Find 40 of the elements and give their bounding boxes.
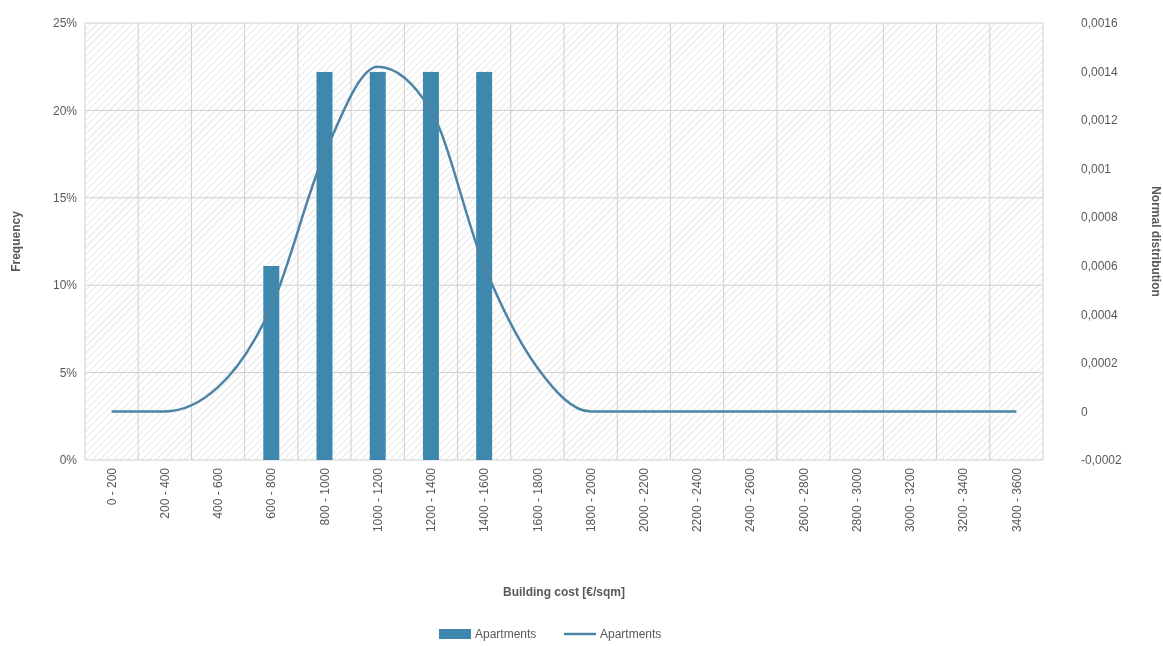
y-tick-label: 20% [52,103,78,118]
y2-axis-title: Normal distribution [1149,186,1163,297]
y2-tick-label: 0 [1081,404,1088,419]
x-tick-label: 3000 - 3200 [903,467,918,533]
x-tick-label: 2800 - 3000 [849,467,864,533]
x-tick-label: 1400 - 1600 [477,467,492,533]
line-series [110,65,1018,413]
legend-label: Apartments [475,627,537,642]
x-tick-label: 3400 - 3600 [1009,467,1024,533]
x-tick-label: 2000 - 2200 [637,467,652,533]
x-tick-label: 3200 - 3400 [956,467,971,533]
y-tick-label: 25% [52,16,78,31]
y2-tick-label: 0,0006 [1081,258,1119,273]
x-axis-title: Building cost [€/sqm] [502,585,626,599]
y2-tick-label: 0,0002 [1081,356,1119,371]
x-tick-label: 400 - 600 [211,467,226,519]
y2-tick-label: -0,0002 [1081,453,1123,468]
x-tick-label: 1200 - 1400 [424,467,439,533]
x-tick-label: 1000 - 1200 [370,467,385,533]
y2-tick-label: 0,0014 [1081,64,1119,79]
x-tick-label: 1800 - 2000 [583,467,598,533]
y2-tick-label: 0,001 [1081,161,1112,176]
x-tick-label: 1600 - 1800 [530,467,545,533]
y-tick-label: 10% [52,278,78,293]
y2-tick-label: 0,0012 [1081,113,1119,128]
x-tick-label: 0 - 200 [104,467,119,506]
y2-tick-label: 0,0016 [1081,16,1119,31]
x-tick-label: 2600 - 2800 [796,467,811,533]
y-tick-label: 5% [59,365,78,380]
y-tick-label: 0% [59,453,78,468]
y2-tick-label: 0,0004 [1081,307,1119,322]
y-axis-title: Frequency [9,210,23,272]
x-tick-label: 200 - 400 [158,467,173,519]
x-tick-label: 800 - 1000 [317,467,332,526]
x-tick-label: 2400 - 2600 [743,467,758,533]
y2-tick-label: 0,0008 [1081,210,1119,225]
legend-label: Apartments [600,627,662,642]
x-tick-label: 2200 - 2400 [690,467,705,533]
y-tick-label: 15% [52,191,78,205]
x-tick-label: 600 - 800 [264,467,279,519]
